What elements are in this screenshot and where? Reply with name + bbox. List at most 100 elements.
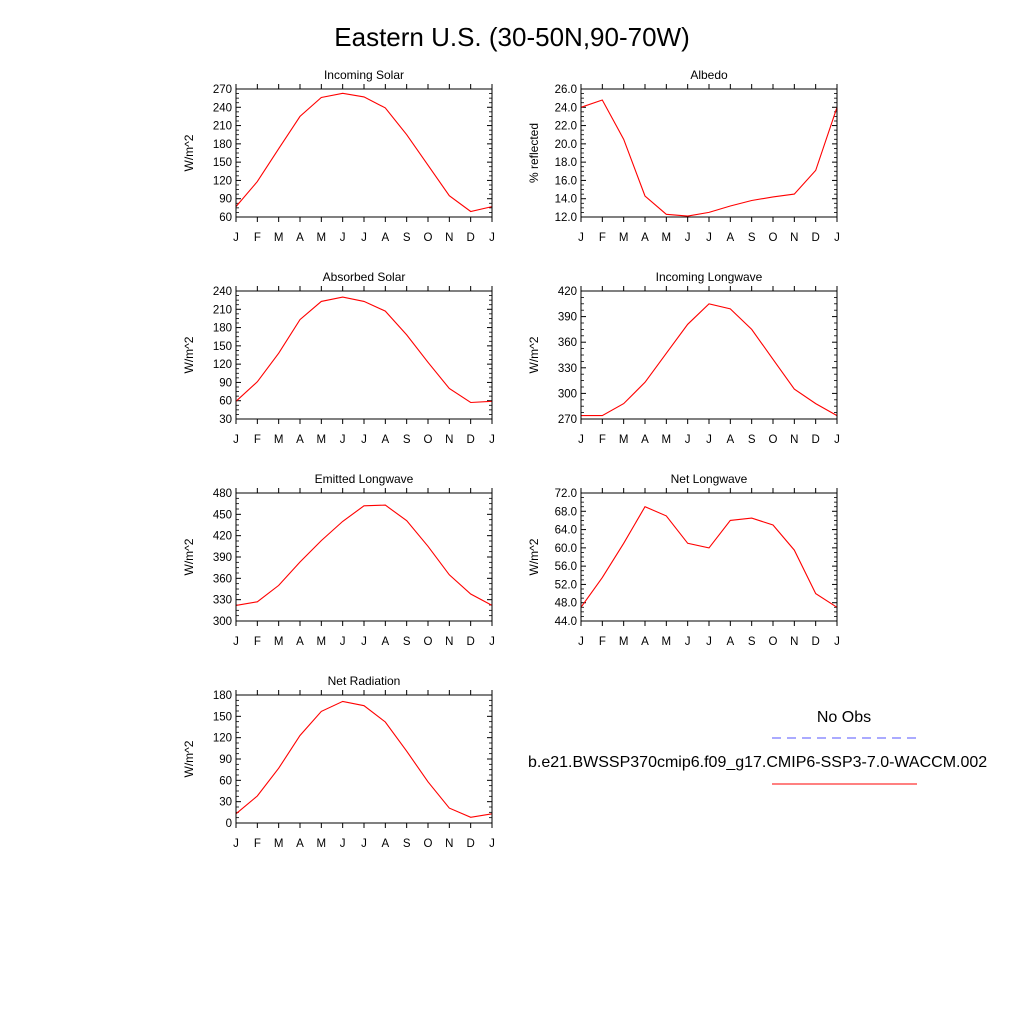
y-axis-label: % reflected bbox=[527, 123, 541, 183]
x-tick-label: N bbox=[790, 232, 798, 244]
y-tick-label: 300 bbox=[213, 616, 232, 628]
y-tick-label: 390 bbox=[558, 312, 577, 324]
y-tick-label: 210 bbox=[213, 304, 232, 316]
x-tick-label: F bbox=[254, 232, 261, 244]
y-tick-label: 24.0 bbox=[555, 102, 577, 114]
y-tick-label: 0 bbox=[226, 818, 232, 830]
panels: Incoming Solar W/m^2 60 90 120 150 180 210 240 27… bbox=[182, 68, 840, 850]
y-tick-label: 68.0 bbox=[555, 506, 577, 518]
x-tick-label: O bbox=[424, 434, 433, 446]
panel-absorbed-solar: Absorbed Solar W/m^2 30 60 90 120 150 180 210 240… bbox=[182, 270, 495, 446]
x-tick-label: D bbox=[467, 636, 475, 648]
y-axis-label: W/m^2 bbox=[527, 336, 541, 373]
x-tick-label: J bbox=[706, 636, 712, 648]
y-tick-label: 300 bbox=[558, 388, 577, 400]
y-tick-label: 26.0 bbox=[555, 84, 577, 96]
x-tick-label: A bbox=[726, 232, 734, 244]
y-tick-label: 30 bbox=[219, 414, 232, 426]
series-line bbox=[235, 296, 493, 404]
panel-title: Albedo bbox=[690, 68, 728, 82]
x-tick-label: D bbox=[812, 232, 820, 244]
x-tick-label: M bbox=[662, 434, 672, 446]
y-tick-label: 330 bbox=[558, 363, 577, 375]
x-tick-label: A bbox=[381, 636, 389, 648]
plot-frame bbox=[235, 694, 493, 824]
x-tick-label: D bbox=[467, 434, 475, 446]
x-tick-label: J bbox=[233, 838, 239, 850]
x-tick-label: J bbox=[706, 232, 712, 244]
y-tick-label: 360 bbox=[558, 337, 577, 349]
x-tick-label: F bbox=[599, 434, 606, 446]
plot-frame bbox=[580, 290, 838, 420]
x-tick-label: F bbox=[599, 232, 606, 244]
x-tick-label: S bbox=[748, 636, 756, 648]
y-tick-label: 240 bbox=[213, 286, 232, 298]
x-tick-label: N bbox=[445, 232, 453, 244]
x-tick-label: J bbox=[233, 434, 239, 446]
panel-title: Net Longwave bbox=[671, 472, 748, 486]
y-axis-label: W/m^2 bbox=[182, 134, 196, 171]
y-tick-label: 30 bbox=[219, 797, 232, 809]
series-line bbox=[235, 700, 493, 818]
x-tick-label: O bbox=[424, 838, 433, 850]
plot-frame bbox=[235, 492, 493, 622]
y-tick-label: 150 bbox=[213, 711, 232, 723]
y-tick-label: 12.0 bbox=[555, 212, 577, 224]
x-tick-label: J bbox=[340, 636, 346, 648]
x-tick-label: M bbox=[317, 434, 327, 446]
y-tick-label: 60.0 bbox=[555, 543, 577, 555]
x-tick-label: O bbox=[769, 232, 778, 244]
x-tick-label: A bbox=[296, 232, 304, 244]
panel-title: Absorbed Solar bbox=[323, 270, 406, 284]
x-tick-label: S bbox=[403, 636, 411, 648]
x-tick-label: J bbox=[685, 434, 691, 446]
x-tick-label: J bbox=[834, 636, 840, 648]
x-tick-label: A bbox=[296, 636, 304, 648]
x-tick-label: J bbox=[834, 434, 840, 446]
x-tick-label: N bbox=[790, 636, 798, 648]
x-tick-label: A bbox=[381, 232, 389, 244]
y-tick-label: 180 bbox=[213, 139, 232, 151]
x-tick-label: O bbox=[769, 434, 778, 446]
x-tick-label: F bbox=[254, 636, 261, 648]
x-tick-label: J bbox=[361, 232, 367, 244]
panel-albedo: Albedo % reflected 12.0 14.0 16.0 18.0 20.0 22.… bbox=[527, 68, 840, 244]
x-tick-label: J bbox=[685, 636, 691, 648]
series-line bbox=[235, 504, 493, 606]
x-tick-label: N bbox=[445, 434, 453, 446]
x-tick-label: J bbox=[340, 434, 346, 446]
panel-net-longwave: Net Longwave W/m^2 44.0 48.0 52.0 56.0 60.0 64.… bbox=[527, 472, 840, 648]
x-tick-label: M bbox=[662, 232, 672, 244]
x-tick-label: M bbox=[619, 434, 629, 446]
y-tick-label: 60 bbox=[219, 396, 232, 408]
x-tick-label: A bbox=[726, 636, 734, 648]
y-tick-label: 390 bbox=[213, 552, 232, 564]
x-tick-label: F bbox=[254, 838, 261, 850]
x-tick-label: O bbox=[769, 636, 778, 648]
panel-title: Net Radiation bbox=[328, 674, 401, 688]
plot-frame bbox=[235, 290, 493, 420]
y-tick-label: 150 bbox=[213, 157, 232, 169]
plot-frame bbox=[235, 88, 493, 218]
y-tick-label: 420 bbox=[558, 286, 577, 298]
y-tick-label: 44.0 bbox=[555, 616, 577, 628]
x-tick-label: A bbox=[641, 434, 649, 446]
series-line bbox=[235, 92, 493, 213]
x-tick-label: J bbox=[340, 232, 346, 244]
x-tick-label: J bbox=[489, 434, 495, 446]
x-tick-label: M bbox=[619, 232, 629, 244]
x-tick-label: J bbox=[578, 636, 584, 648]
y-axis-label: W/m^2 bbox=[182, 740, 196, 777]
y-tick-label: 270 bbox=[213, 84, 232, 96]
x-tick-label: J bbox=[489, 636, 495, 648]
x-tick-label: F bbox=[599, 636, 606, 648]
x-tick-label: D bbox=[812, 636, 820, 648]
x-tick-label: N bbox=[790, 434, 798, 446]
y-tick-label: 90 bbox=[219, 754, 232, 766]
y-tick-label: 180 bbox=[213, 323, 232, 335]
x-tick-label: M bbox=[274, 232, 284, 244]
x-tick-label: M bbox=[274, 636, 284, 648]
y-tick-label: 22.0 bbox=[555, 121, 577, 133]
